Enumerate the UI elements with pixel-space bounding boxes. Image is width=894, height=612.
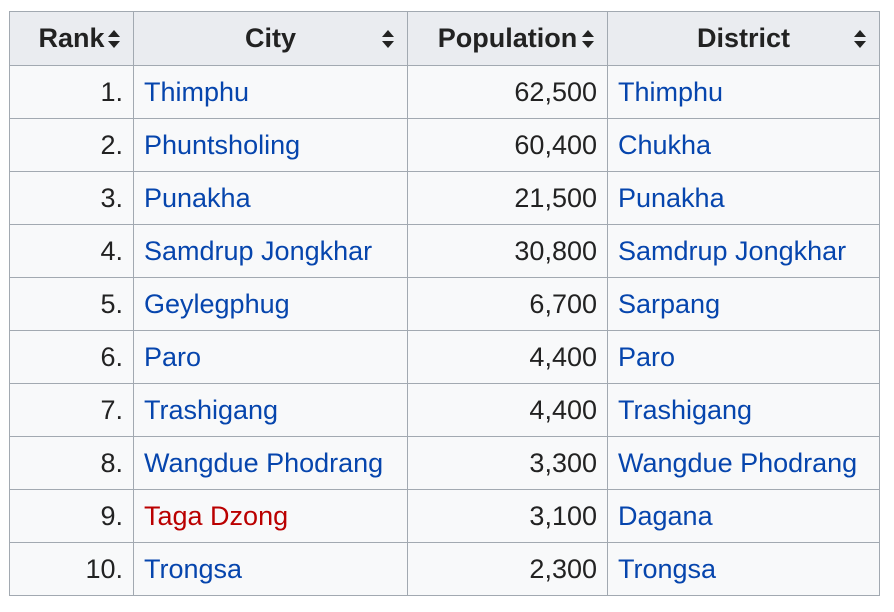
population-cell: 2,300 — [407, 542, 608, 596]
city-redlink[interactable]: Taga Dzong — [144, 500, 289, 531]
sort-updown-icon[interactable] — [853, 28, 867, 50]
column-header-district[interactable]: District — [607, 11, 880, 66]
city-cell: Thimphu — [133, 65, 408, 119]
population-cell: 62,500 — [407, 65, 608, 119]
table-row: 5. Geylegphug 6,700 Sarpang — [9, 277, 880, 331]
table-row: 8. Wangdue Phodrang 3,300 Wangdue Phodra… — [9, 436, 880, 490]
city-cell: Phuntsholing — [133, 118, 408, 172]
district-cell: Sarpang — [607, 277, 880, 331]
table-row: 6. Paro 4,400 Paro — [9, 330, 880, 384]
city-cell: Punakha — [133, 171, 408, 225]
column-header-label: City — [244, 23, 296, 53]
population-cell: 4,400 — [407, 383, 608, 437]
city-link[interactable]: Punakha — [144, 182, 251, 213]
column-header-city[interactable]: City — [133, 11, 408, 66]
sort-updown-icon[interactable] — [581, 28, 595, 50]
city-link[interactable]: Wangdue Phodrang — [144, 447, 384, 478]
city-link[interactable]: Samdrup Jongkhar — [144, 235, 373, 266]
district-cell: Trongsa — [607, 542, 880, 596]
district-link[interactable]: Sarpang — [618, 288, 721, 319]
population-cell: 3,100 — [407, 489, 608, 543]
city-cell: Geylegphug — [133, 277, 408, 331]
rank-cell: 1. — [9, 65, 134, 119]
table-row: 9. Taga Dzong 3,100 Dagana — [9, 489, 880, 543]
district-cell: Wangdue Phodrang — [607, 436, 880, 490]
city-cell: Samdrup Jongkhar — [133, 224, 408, 278]
table-row: 3. Punakha 21,500 Punakha — [9, 171, 880, 225]
rank-cell: 4. — [9, 224, 134, 278]
rank-cell: 3. — [9, 171, 134, 225]
population-cell: 3,300 — [407, 436, 608, 490]
table-row: 7. Trashigang 4,400 Trashigang — [9, 383, 880, 437]
city-link[interactable]: Geylegphug — [144, 288, 290, 319]
district-cell: Chukha — [607, 118, 880, 172]
district-cell: Paro — [607, 330, 880, 384]
cities-table: Rank City Population District 1. Thimphu… — [9, 11, 880, 596]
district-link[interactable]: Punakha — [618, 182, 725, 213]
column-header-label: Population — [437, 23, 578, 53]
district-link[interactable]: Trongsa — [618, 553, 717, 584]
district-link[interactable]: Trashigang — [618, 394, 753, 425]
district-link[interactable]: Dagana — [618, 500, 713, 531]
rank-cell: 7. — [9, 383, 134, 437]
table-row: 2. Phuntsholing 60,400 Chukha — [9, 118, 880, 172]
city-cell: Wangdue Phodrang — [133, 436, 408, 490]
rank-cell: 6. — [9, 330, 134, 384]
sort-updown-icon[interactable] — [107, 28, 121, 50]
population-cell: 4,400 — [407, 330, 608, 384]
district-cell: Dagana — [607, 489, 880, 543]
rank-cell: 2. — [9, 118, 134, 172]
district-link[interactable]: Thimphu — [618, 76, 724, 107]
district-cell: Trashigang — [607, 383, 880, 437]
city-link[interactable]: Thimphu — [144, 76, 250, 107]
district-link[interactable]: Paro — [618, 341, 676, 372]
district-cell: Samdrup Jongkhar — [607, 224, 880, 278]
table-row: 10. Trongsa 2,300 Trongsa — [9, 542, 880, 596]
city-link[interactable]: Phuntsholing — [144, 129, 301, 160]
district-cell: Punakha — [607, 171, 880, 225]
city-link[interactable]: Paro — [144, 341, 202, 372]
column-header-population[interactable]: Population — [407, 11, 608, 66]
population-cell: 30,800 — [407, 224, 608, 278]
column-header-rank[interactable]: Rank — [9, 11, 134, 66]
column-header-label: District — [696, 23, 791, 53]
city-cell: Paro — [133, 330, 408, 384]
header-row: Rank City Population District — [9, 11, 880, 66]
rank-cell: 10. — [9, 542, 134, 596]
city-link[interactable]: Trongsa — [144, 553, 243, 584]
population-cell: 6,700 — [407, 277, 608, 331]
column-header-label: Rank — [38, 23, 105, 53]
city-cell: Taga Dzong — [133, 489, 408, 543]
district-link[interactable]: Chukha — [618, 129, 712, 160]
rank-cell: 5. — [9, 277, 134, 331]
district-link[interactable]: Samdrup Jongkhar — [618, 235, 847, 266]
city-link[interactable]: Trashigang — [144, 394, 279, 425]
district-link[interactable]: Wangdue Phodrang — [618, 447, 858, 478]
table-row: 1. Thimphu 62,500 Thimphu — [9, 65, 880, 119]
sort-updown-icon[interactable] — [381, 28, 395, 50]
rank-cell: 8. — [9, 436, 134, 490]
table-row: 4. Samdrup Jongkhar 30,800 Samdrup Jongk… — [9, 224, 880, 278]
district-cell: Thimphu — [607, 65, 880, 119]
city-cell: Trongsa — [133, 542, 408, 596]
city-cell: Trashigang — [133, 383, 408, 437]
population-cell: 21,500 — [407, 171, 608, 225]
population-cell: 60,400 — [407, 118, 608, 172]
rank-cell: 9. — [9, 489, 134, 543]
